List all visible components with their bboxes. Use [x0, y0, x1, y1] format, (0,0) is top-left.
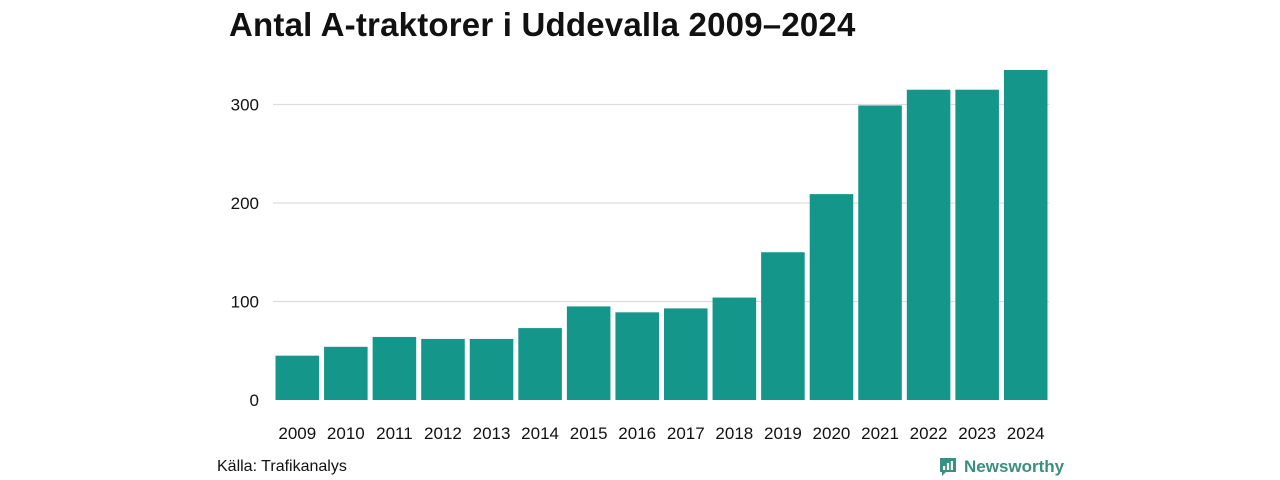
bar-2020: [809, 194, 854, 400]
x-tick-label-2014: 2014: [521, 424, 559, 443]
x-axis-tick-labels: 2009 2010 2011 2012 2013 2014 2015 2016 2017 2018…: [278, 424, 1044, 443]
brand-logo: Newsworthy: [938, 456, 1064, 478]
source-note: Källa: Trafikanalys: [217, 458, 347, 475]
x-tick-label-2015: 2015: [570, 424, 608, 443]
bar-2023: [955, 89, 999, 401]
bar-2011: [372, 336, 417, 400]
bar-2019: [761, 252, 805, 400]
x-tick-label-2010: 2010: [327, 424, 365, 443]
y-axis-tick-labels: 0 100 200 300: [231, 95, 259, 410]
x-tick-label-2020: 2020: [813, 424, 851, 443]
x-tick-label-2021: 2021: [861, 424, 899, 443]
bar-2014: [518, 328, 562, 400]
x-tick-label-2012: 2012: [424, 424, 462, 443]
x-tick-label-2024: 2024: [1007, 424, 1045, 443]
y-tick-label: 100: [231, 292, 259, 311]
bar-2009: [275, 355, 320, 400]
bar-2017: [664, 308, 708, 400]
y-tick-label: 0: [250, 391, 259, 410]
bar-2016: [615, 312, 659, 400]
bar-2012: [421, 338, 465, 400]
brand-name: Newsworthy: [964, 457, 1065, 476]
newsworthy-logo-icon: [940, 458, 956, 476]
bar-2021: [858, 105, 902, 401]
bars: [275, 70, 1048, 401]
chart-title: Antal A-traktorer i Uddevalla 2009–2024: [229, 6, 856, 43]
x-tick-label-2016: 2016: [618, 424, 656, 443]
bar-2015: [566, 306, 611, 400]
bar-2018: [712, 297, 757, 400]
x-tick-label-2019: 2019: [764, 424, 802, 443]
x-tick-label-2013: 2013: [473, 424, 511, 443]
bar-2013: [469, 338, 514, 400]
bar-2022: [906, 89, 951, 401]
x-tick-label-2009: 2009: [278, 424, 316, 443]
y-tick-label: 200: [231, 194, 259, 213]
bar-2024: [1003, 70, 1048, 400]
x-tick-label-2022: 2022: [910, 424, 948, 443]
x-tick-label-2018: 2018: [715, 424, 753, 443]
y-tick-label: 300: [231, 95, 259, 114]
x-tick-label-2023: 2023: [958, 424, 996, 443]
bar-2010: [324, 346, 368, 400]
x-tick-label-2011: 2011: [376, 424, 413, 443]
x-tick-label-2017: 2017: [667, 424, 705, 443]
